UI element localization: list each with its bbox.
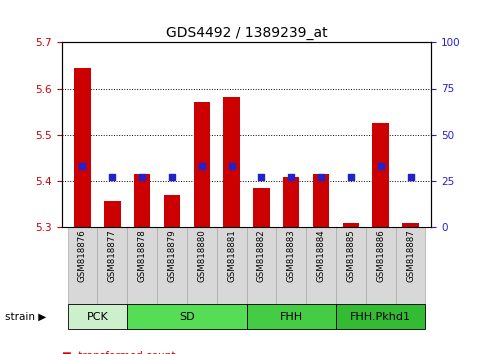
Bar: [68, 227, 98, 304]
Text: ■  transformed count: ■ transformed count: [62, 351, 175, 354]
Text: GSM818884: GSM818884: [317, 229, 325, 282]
Bar: [395, 227, 425, 304]
Text: GSM818885: GSM818885: [347, 229, 355, 282]
Bar: [343, 223, 359, 227]
Bar: [402, 223, 419, 227]
Bar: [98, 227, 127, 304]
Bar: [164, 195, 180, 227]
Text: GSM818878: GSM818878: [138, 229, 146, 282]
Text: strain ▶: strain ▶: [5, 312, 46, 322]
Bar: [313, 173, 329, 227]
Bar: [127, 304, 246, 329]
Text: GSM818882: GSM818882: [257, 229, 266, 282]
Point: [228, 163, 236, 169]
Bar: [74, 68, 91, 227]
Bar: [283, 177, 299, 227]
Text: FHH: FHH: [280, 312, 303, 322]
Bar: [104, 201, 120, 227]
Bar: [246, 304, 336, 329]
Text: GSM818877: GSM818877: [108, 229, 117, 282]
Bar: [253, 188, 270, 227]
Point: [108, 174, 116, 180]
Text: GSM818881: GSM818881: [227, 229, 236, 282]
Point: [257, 174, 265, 180]
Text: GSM818883: GSM818883: [287, 229, 296, 282]
Bar: [306, 227, 336, 304]
Text: FHH.Pkhd1: FHH.Pkhd1: [350, 312, 411, 322]
Text: GSM818876: GSM818876: [78, 229, 87, 282]
Bar: [373, 123, 389, 227]
Point: [138, 174, 146, 180]
Bar: [217, 227, 246, 304]
Point: [347, 174, 355, 180]
Text: SD: SD: [179, 312, 195, 322]
Point: [198, 163, 206, 169]
Bar: [336, 304, 425, 329]
Text: PCK: PCK: [87, 312, 108, 322]
Bar: [246, 227, 276, 304]
Bar: [223, 97, 240, 227]
Point: [377, 163, 385, 169]
Text: GSM818887: GSM818887: [406, 229, 415, 282]
Bar: [127, 227, 157, 304]
Point: [78, 163, 86, 169]
Text: GSM818880: GSM818880: [197, 229, 206, 282]
Point: [407, 174, 415, 180]
Point: [168, 174, 176, 180]
Point: [317, 174, 325, 180]
Bar: [157, 227, 187, 304]
Bar: [187, 227, 217, 304]
Bar: [276, 227, 306, 304]
Title: GDS4492 / 1389239_at: GDS4492 / 1389239_at: [166, 26, 327, 40]
Bar: [336, 227, 366, 304]
Bar: [366, 227, 395, 304]
Bar: [68, 304, 127, 329]
Point: [287, 174, 295, 180]
Bar: [134, 173, 150, 227]
Text: GSM818879: GSM818879: [168, 229, 176, 281]
Text: GSM818886: GSM818886: [376, 229, 385, 282]
Bar: [194, 102, 210, 227]
